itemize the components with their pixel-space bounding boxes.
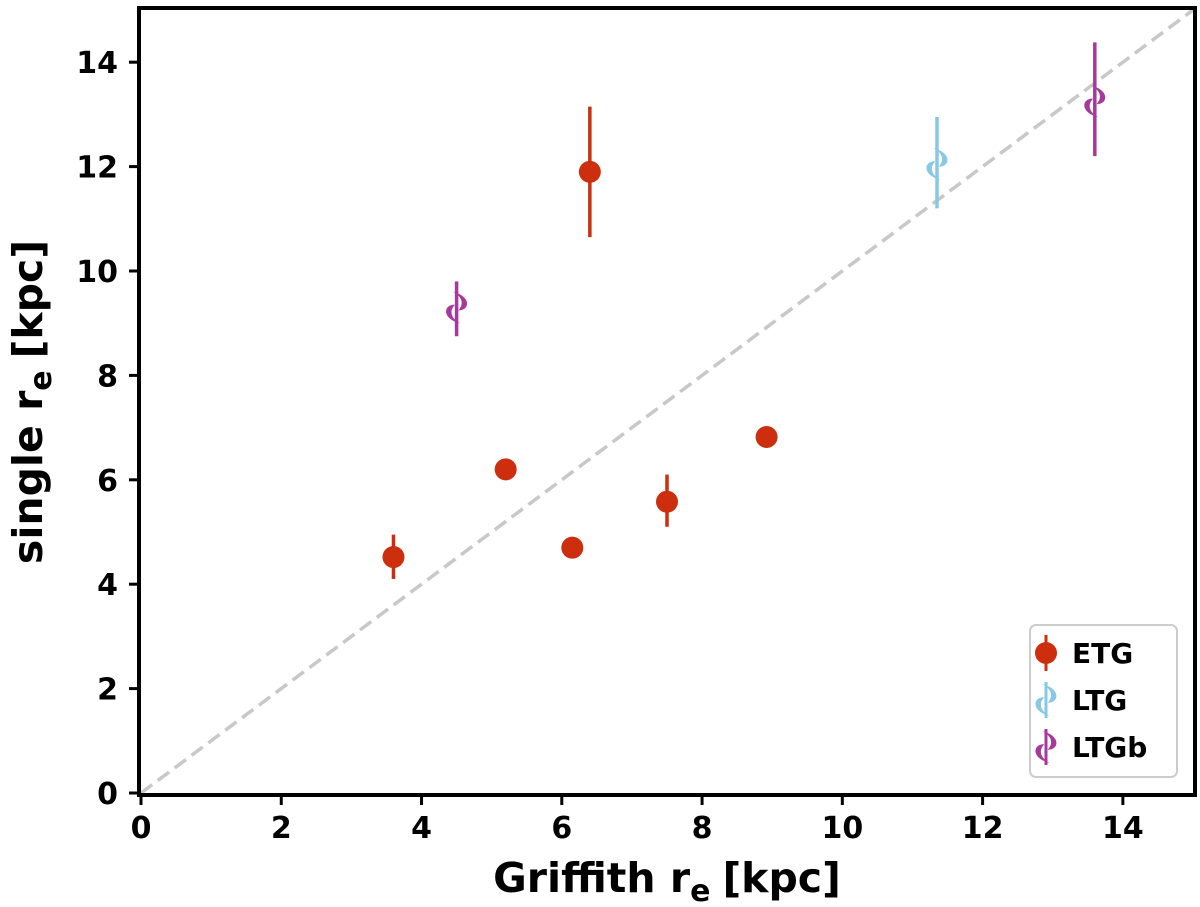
y-axis-label-text: single r xyxy=(4,390,52,564)
y-tick-label: 0 xyxy=(97,777,118,812)
data-point xyxy=(1084,85,1106,118)
y-tick-label: 12 xyxy=(76,151,118,186)
y-tick-label: 2 xyxy=(97,673,118,708)
legend-box xyxy=(1029,624,1178,778)
x-axis-label-text: Griffith r xyxy=(493,854,691,902)
legend: ETG LTG LTGb xyxy=(1029,624,1178,778)
data-point xyxy=(494,458,517,481)
data-point xyxy=(656,490,678,513)
series-ltg xyxy=(926,117,948,209)
legend-marker xyxy=(1035,731,1057,763)
legend-item-etg: ETG xyxy=(1035,635,1133,671)
data-point xyxy=(926,148,948,180)
data-point xyxy=(578,160,601,183)
legend-item-ltgb: LTGb xyxy=(1035,729,1147,765)
x-tick-label: 12 xyxy=(962,811,1004,846)
data-point xyxy=(561,536,584,559)
data-point xyxy=(755,425,778,448)
legend-item-ltg: LTG xyxy=(1035,682,1127,718)
y-tick-label: 4 xyxy=(97,568,118,603)
plot-frame xyxy=(137,6,1197,797)
series-ltgb xyxy=(446,42,1106,337)
x-tick-label: 2 xyxy=(271,811,292,846)
series-etg xyxy=(382,106,778,579)
x-axis-label: Griffith re [kpc] xyxy=(493,854,841,907)
y-tick-label: 10 xyxy=(76,255,118,290)
legend-label: LTGb xyxy=(1072,731,1147,764)
legend-label: LTG xyxy=(1072,684,1127,717)
data-point xyxy=(382,546,405,569)
legend-marker xyxy=(1035,684,1057,716)
x-tick-label: 10 xyxy=(821,811,863,846)
x-tick-label: 0 xyxy=(131,811,152,846)
legend-marker xyxy=(1035,642,1057,664)
data-point xyxy=(446,291,468,324)
y-tick-label: 8 xyxy=(97,359,118,394)
y-tick-label: 6 xyxy=(97,464,118,499)
y-axis-label-unit: [kpc] xyxy=(4,240,52,358)
x-tick-label: 8 xyxy=(692,811,713,846)
y-axis-label: single re [kpc] xyxy=(4,240,59,564)
x-axis-label-subscript: e xyxy=(690,874,710,907)
x-tick-label: 6 xyxy=(551,811,572,846)
legend-label: ETG xyxy=(1072,637,1133,670)
y-tick-label: 14 xyxy=(76,46,118,81)
x-tick-label: 4 xyxy=(411,811,432,846)
one-to-one-line xyxy=(139,8,1195,795)
x-axis-label-unit: [kpc] xyxy=(722,854,840,902)
x-tick-label: 14 xyxy=(1102,811,1144,846)
y-axis-label-subscript: e xyxy=(24,370,59,390)
